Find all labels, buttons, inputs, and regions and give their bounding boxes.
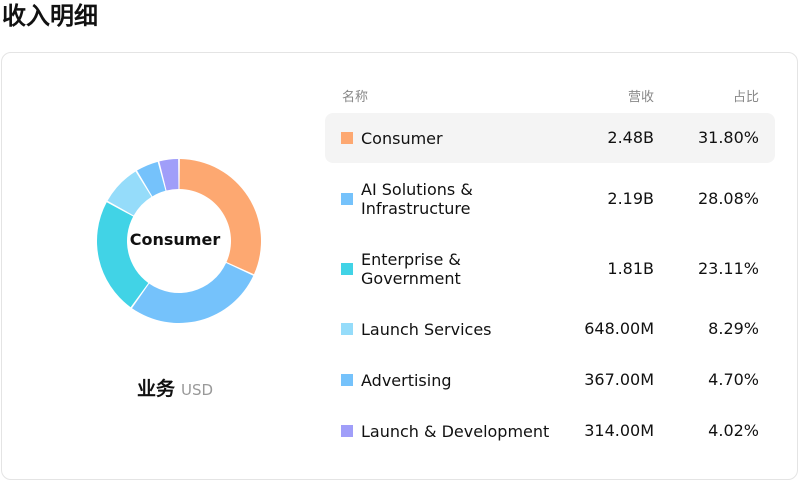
row-name: Advertising (361, 370, 452, 390)
row-name: Launch & Development (361, 421, 550, 441)
currency-label: USD (180, 381, 214, 399)
donut-center-label: Consumer (129, 230, 221, 249)
legend-swatch (341, 374, 353, 386)
legend-swatch (341, 132, 353, 144)
donut-slice-3[interactable] (96, 202, 149, 308)
legend-swatch (341, 425, 353, 437)
legend-swatch (341, 193, 353, 205)
row-name: Enterprise & Government (361, 250, 461, 288)
row-revenue: 648.00M (584, 319, 654, 338)
row-name: Launch Services (361, 319, 492, 339)
donut-svg (96, 159, 261, 323)
legend-swatch (341, 323, 353, 335)
donut-slice-1[interactable] (179, 159, 261, 275)
legend-swatch (341, 263, 353, 275)
row-revenue: 2.19B (607, 189, 654, 208)
row-name: Consumer (361, 128, 443, 148)
donut-slice-5[interactable] (137, 161, 166, 197)
header-share: 占比 (732, 90, 759, 105)
page-title: 收入明细 (2, 2, 98, 30)
chart-caption: 业务 USD (96, 376, 254, 403)
row-share: 4.02% (708, 421, 759, 440)
table-row[interactable]: Advertising 367.00M 4.70% (325, 355, 775, 405)
row-share: 23.11% (697, 259, 759, 278)
category-label: 业务 (136, 378, 175, 400)
row-share: 4.70% (708, 370, 759, 389)
donut-slice-2[interactable] (132, 263, 254, 323)
row-revenue: 1.81B (607, 259, 654, 278)
donut-chart[interactable] (92, 154, 266, 328)
table-row[interactable]: Launch Services 648.00M 8.29% (325, 304, 775, 354)
row-share: 28.08% (697, 189, 759, 208)
table-row[interactable]: Consumer 2.48B 31.80% (325, 113, 775, 163)
table-row[interactable]: Launch & Development 314.00M 4.02% (325, 406, 775, 456)
table-row[interactable]: AI Solutions & Infrastructure 2.19B 28.08% (325, 174, 775, 224)
row-name: AI Solutions & Infrastructure (361, 180, 473, 218)
row-revenue: 367.00M (584, 370, 654, 389)
table-row[interactable]: Enterprise & Government 1.81B 23.11% (325, 244, 775, 294)
row-revenue: 314.00M (584, 421, 654, 440)
row-revenue: 2.48B (607, 128, 654, 147)
header-name: 名称 (342, 90, 369, 105)
header-revenue: 营收 (627, 90, 654, 105)
row-share: 8.29% (708, 319, 759, 338)
row-share: 31.80% (697, 128, 759, 147)
donut-slice-4[interactable] (107, 171, 152, 216)
donut-slice-6[interactable] (159, 159, 179, 191)
